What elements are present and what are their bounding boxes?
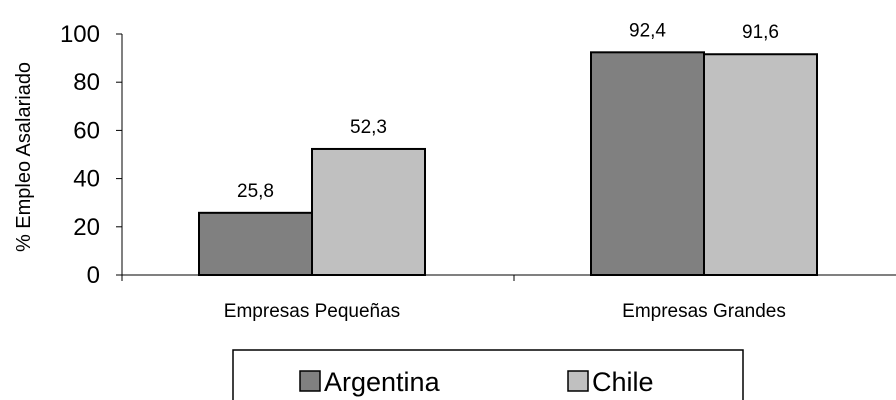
y-tick-label: 20	[73, 214, 100, 241]
bar-argentina	[590, 51, 705, 277]
bar-chile	[703, 53, 818, 276]
bar-argentina	[198, 211, 313, 277]
y-tick-label: 60	[73, 117, 100, 144]
legend-label-argentina: Argentina	[324, 367, 441, 397]
y-tick-label: 40	[73, 166, 100, 193]
x-category-label: Empresas Pequeñas	[224, 301, 400, 322]
y-tick-label: 80	[73, 69, 100, 96]
x-category-label: Empresas Grandes	[622, 301, 786, 322]
legend: Argentina Chile	[232, 349, 744, 400]
data-label: 25,8	[237, 181, 274, 202]
legend-swatch-chile	[567, 370, 589, 392]
y-axis-label: % Empleo Asalariado	[13, 62, 35, 252]
data-label: 52,3	[350, 117, 387, 138]
y-tick-label: 0	[87, 262, 100, 289]
axes: 0 20 40 60 80 100 Empresas Pequeñas Empresas Gr…	[60, 21, 896, 322]
data-label: 91,6	[742, 22, 779, 43]
legend-swatch-argentina	[299, 370, 321, 392]
y-tick-label: 100	[60, 21, 100, 48]
data-label: 92,4	[629, 20, 666, 41]
legend-label-chile: Chile	[592, 367, 654, 397]
bar-chile	[311, 147, 426, 276]
bars: 25,8 52,3 92,4 91,6	[198, 20, 818, 277]
